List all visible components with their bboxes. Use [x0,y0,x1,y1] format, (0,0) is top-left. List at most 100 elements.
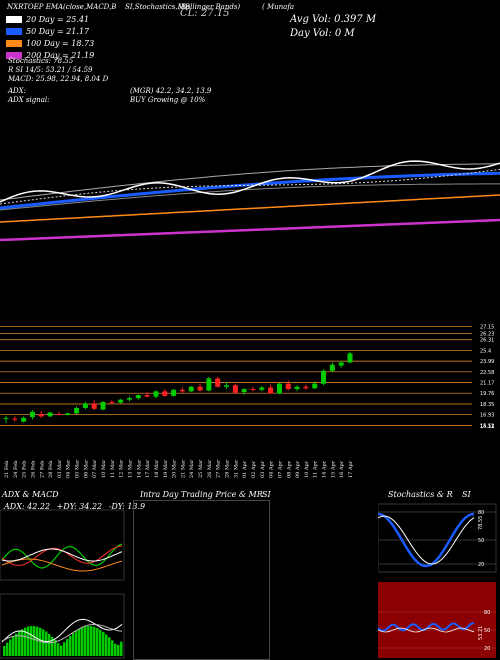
candle-body [153,391,159,397]
date-tick-label: 04 Mar [66,459,72,478]
date-tick-label: 12 Mar [119,459,125,478]
ema-50-swatch [6,27,22,35]
date-axis: 21 Feb 24 Feb 25 Feb 26 Feb 27 Feb 28 Feb 03 M… [4,459,354,478]
stoch-tick: 80 [478,510,484,516]
stoch-panel-title: Stochastics & R [388,490,453,499]
date-tick-label: 16 Apr [339,460,345,478]
avg-vol-label: Avg Vol: 0.397 M [290,14,377,25]
ema-20-line [0,168,500,205]
adx-label: ADX: [8,87,27,95]
si-tick: 50 [484,628,490,634]
level-label: 14.13 [480,424,494,430]
candle-body [162,391,168,396]
candle-body [250,389,256,391]
candle-body [347,353,353,363]
candle-body [171,389,177,396]
bollinger-lower-line [0,183,500,211]
price-line [0,160,500,203]
candle-body [56,414,62,416]
macd-bar [102,631,105,656]
macd-bar [90,626,93,656]
candle-body [135,395,141,399]
si-tick: 80 [484,610,490,616]
macd-text: MACD: 25.98, 22.94, 8.04 D [8,75,109,83]
ema-100-line [0,194,500,223]
date-tick-label: 28 Mar [225,459,231,478]
macd-bar [69,635,72,656]
date-tick-label: 07 Mar [92,459,98,478]
macd-bar [51,636,54,656]
macd-bar [9,639,12,656]
macd-bar [33,626,36,656]
stoch-k-line [378,512,475,568]
ema-50-legend: 50 Day = 21.17 [6,25,94,37]
date-tick-label: 19 Mar [163,459,169,478]
date-tick-label: 25 Feb [22,461,28,478]
adx-box [0,509,125,581]
intraday-si: SI [262,490,271,499]
level-label: 18.35 [480,402,494,408]
stoch-d-line [378,515,475,565]
level-label: 16.93 [480,413,494,419]
macd-bar [24,627,27,656]
macd-bar [18,631,21,656]
macd-line [1,618,123,643]
date-tick-label: 01 Apr [242,460,248,478]
ema-100-swatch [6,39,22,47]
date-tick-label: 05 Mar [75,459,81,478]
date-tick-label: 17 Mar [145,459,151,478]
date-tick-label: 26 Mar [207,459,213,478]
date-tick-label: 21 Mar [180,459,186,478]
macd-bar [117,644,120,656]
level-label: 19.76 [480,391,494,397]
date-tick-label: 14 Apr [322,460,328,478]
si-box [378,582,496,658]
bollinger-upper-line [0,163,500,201]
macd-bar [111,640,114,656]
candle-body [109,401,115,403]
level-label: 26.31 [480,338,494,344]
macd-bar [39,627,42,656]
si-signal-line [378,627,475,633]
stoch-tick: 20 [478,562,484,568]
macd-bar [6,642,9,656]
date-tick-label: 27 Feb [39,461,45,478]
date-tick-label: 08 Apr [286,460,292,478]
candle-body [276,383,282,394]
date-tick-label: 11 Mar [110,459,116,478]
date-tick-label: 11 Apr [313,460,319,478]
stoch-panel-si: SI [462,490,471,499]
ema-200-line [0,218,500,242]
si-text: R SI 14/5: 53.21 / 54.59 [8,66,93,74]
date-tick-label: 25 Mar [198,459,204,478]
candle-body [232,385,238,393]
date-tick-label: 17 Apr [348,460,354,478]
candle-body [321,370,327,384]
date-tick-label: 03 Mar [57,459,63,478]
candle-body [144,395,150,397]
adx-signal-value: BUY Growing @ 10% [130,96,206,104]
macd-bar [36,626,39,656]
level-label: 22.58 [480,370,494,376]
macd-bar [15,633,18,656]
ema-100-legend: 100 Day = 18.73 [6,37,94,49]
ema-200-swatch [6,51,22,59]
candle-body [303,386,309,389]
adx-panel-values: ADX: 42.22 +DY: 34.22 -DY: 13.9 [4,502,146,511]
level-label: 26.23 [480,331,494,337]
macd-bar [57,643,60,656]
candle-body [268,387,274,394]
macd-bar [75,630,78,656]
header-indicators: SI,Stochastics,MB [125,3,190,11]
macd-bar [84,626,87,656]
level-label: 23.99 [480,359,494,365]
candle-body [82,403,88,408]
bollinger-label: (Bollinger Bands) [178,3,241,11]
adx-signal-label: ADX signal: [8,96,50,104]
date-tick-label: 21 Feb [4,461,10,478]
candle-body [38,414,44,417]
level-label: 14.11 [480,424,494,430]
ticker-title: NXRTOEP EMA(close,MACD,B [7,3,117,11]
candle-body [215,378,221,387]
stoch-value: 78.55 [478,516,484,530]
